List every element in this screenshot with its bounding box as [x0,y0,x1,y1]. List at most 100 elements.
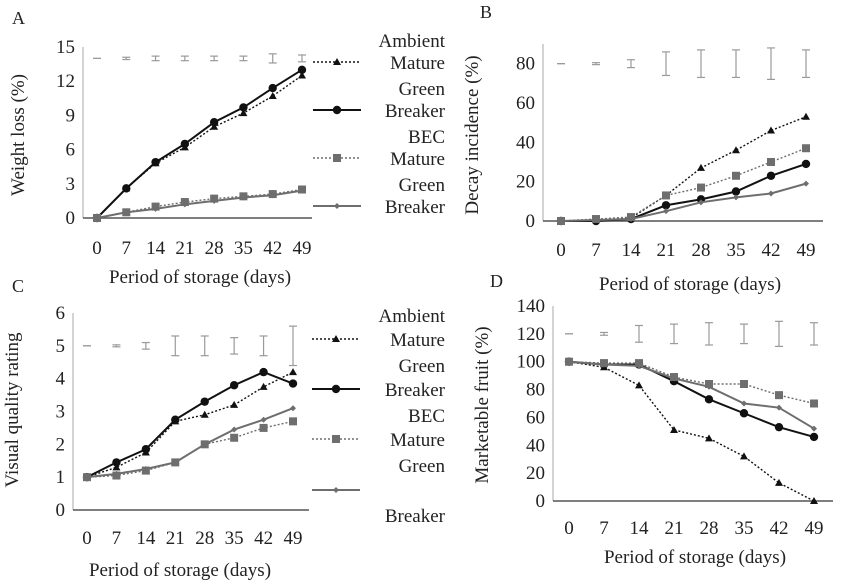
legend-marker [332,105,342,115]
x-tick-label: 42 [263,238,282,259]
data-point [767,126,775,134]
data-point [151,157,160,167]
error-bar [670,323,678,345]
error-bar [802,49,810,79]
legend-marker [333,58,341,65]
error-bar [141,341,150,350]
series-ambient-breaker [92,65,307,223]
y-tick-label: 6 [66,140,76,161]
legend-marker [331,384,341,394]
data-point [706,383,712,390]
x-tick-label: 28 [692,240,711,261]
data-point [775,478,783,486]
legend-marker [332,435,340,443]
error-bar [289,325,297,367]
x-tick-label: 28 [195,528,214,549]
error-bar [180,55,189,62]
y-tick-label: 120 [517,324,546,345]
data-point [259,382,268,390]
error-bar [112,344,121,348]
legend-marker [333,487,339,493]
series-line [568,360,815,430]
error-bar [592,62,600,66]
data-point [268,83,277,93]
y-tick-label: 5 [56,336,66,357]
series-bec-breaker [566,358,817,432]
x-tick-label: 14 [622,240,642,261]
data-point [671,375,677,382]
data-point [802,144,810,153]
legend-text: Green [399,79,446,100]
data-point [84,474,90,481]
data-point [801,159,811,169]
y-tick-label: 0 [56,500,66,521]
legend-text: Breaker [385,101,446,122]
data-point [112,458,121,467]
series-bec-breaker [558,180,809,224]
data-point [698,199,704,206]
y-tick-label: 12 [56,71,75,92]
series-line [96,188,303,219]
panel-label: D [490,271,503,291]
data-point [662,191,670,200]
series-line [568,361,815,405]
y-axis-title: Decay incidence (%) [462,55,483,214]
y-tick-label: 60 [526,407,545,428]
data-point [739,409,749,418]
series-line [560,147,807,222]
y-tick-label: 3 [66,174,76,195]
error-bar [268,53,277,64]
error-bar [600,331,608,336]
x-tick-label: 35 [727,240,746,261]
x-tick-label: 35 [225,528,244,549]
data-point [775,391,783,400]
x-tick-label: 35 [735,518,754,539]
y-axis-title: Marketable fruit (%) [472,326,493,483]
error-bar [298,54,306,63]
y-tick-label: 140 [517,296,546,317]
x-tick-label: 49 [805,518,824,539]
x-tick-label: 14 [146,238,166,259]
data-point [809,432,819,442]
x-axis-title: Period of storage (days) [604,547,786,568]
error-bar [259,335,268,357]
data-point [171,415,180,424]
data-point [181,201,188,208]
data-point [732,171,740,180]
legend: Ambient Mature Green Breaker BEC Mature Green B… [312,306,446,527]
data-point [661,201,671,210]
x-tick-label: 14 [136,528,156,549]
x-tick-label: 0 [92,238,102,259]
y-tick-label: 1 [56,467,66,488]
data-point [172,459,179,466]
data-point [269,192,276,199]
data-point [810,497,818,504]
data-point [200,410,209,418]
y-tick-label: 0 [536,491,546,512]
data-point [123,209,130,216]
x-tick-label: 21 [665,518,684,539]
data-point [94,215,100,221]
error-bar [740,323,748,345]
data-point [122,184,131,193]
y-tick-label: 6 [56,303,66,324]
series-ambient-mature-green [93,71,306,221]
data-point [240,194,247,201]
data-point [113,470,120,477]
data-point [289,417,297,426]
x-tick-label: 28 [700,518,719,539]
legend-text: BEC [408,406,445,427]
series-line [96,189,303,219]
data-point [697,163,705,171]
data-point [298,71,306,79]
data-point [288,379,298,388]
series-bec-breaker [84,405,296,481]
data-point [211,197,218,204]
x-tick-label: 7 [112,528,122,549]
y-tick-label: 20 [526,463,545,484]
error-bar [122,56,131,61]
data-point [740,452,748,460]
y-tick-label: 40 [526,435,545,456]
y-axis-title: Weight loss (%) [8,74,29,196]
